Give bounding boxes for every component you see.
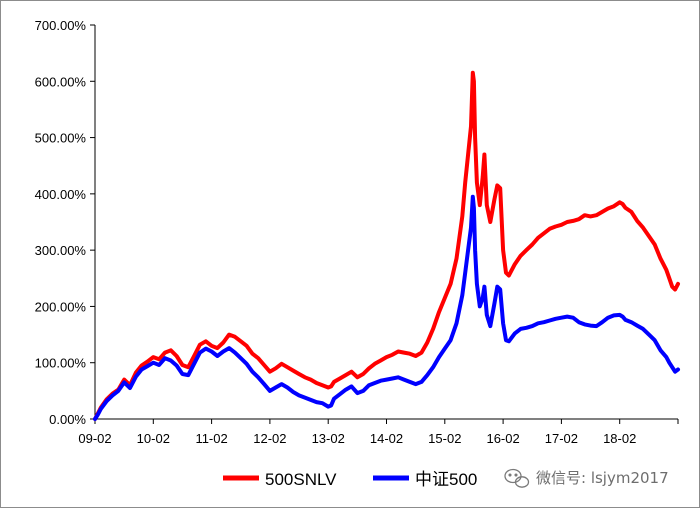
series-line-500snlv — [93, 70, 680, 421]
legend-label-zz500: 中证500 — [415, 470, 477, 489]
x-tick-label: 18-02 — [603, 431, 636, 446]
x-axis: 09-02 10-02 11-02 12-02 13-02 14-02 15-02 16-02… — [78, 418, 679, 446]
legend-label-500snlv: 500SNLV — [265, 470, 337, 489]
legend: 500SNLV 中证500 — [223, 470, 477, 489]
x-tick-label: 17-02 — [545, 431, 578, 446]
y-tick-label: 0.00% — [49, 412, 86, 427]
y-tick-label: 200.00% — [35, 299, 87, 314]
x-tick-label: 14-02 — [370, 431, 403, 446]
y-tick-label: 600.00% — [35, 74, 87, 89]
y-tick-label: 100.00% — [35, 356, 87, 371]
x-tick-label: 15-02 — [428, 431, 461, 446]
y-axis: 0.00% 100.00% 200.00% 300.00% 400.00% 500.00%… — [35, 18, 96, 427]
series-layer — [93, 70, 680, 421]
y-tick-label: 400.00% — [35, 187, 87, 202]
x-tick-label: 13-02 — [312, 431, 345, 446]
watermark: 微信号: lsjym2017 — [504, 468, 669, 488]
x-tick-label: 10-02 — [137, 431, 170, 446]
series-line-zz500 — [93, 194, 680, 421]
y-tick-label: 300.00% — [35, 243, 87, 258]
x-tick-label: 16-02 — [486, 431, 519, 446]
watermark-text: 微信号: lsjym2017 — [536, 469, 669, 487]
wechat-icon — [504, 468, 530, 488]
y-tick-label: 500.00% — [35, 131, 87, 146]
x-tick-label: 09-02 — [78, 431, 111, 446]
x-tick-label: 11-02 — [195, 431, 227, 446]
y-tick-label: 700.00% — [35, 18, 87, 33]
x-tick-label: 12-02 — [253, 431, 286, 446]
